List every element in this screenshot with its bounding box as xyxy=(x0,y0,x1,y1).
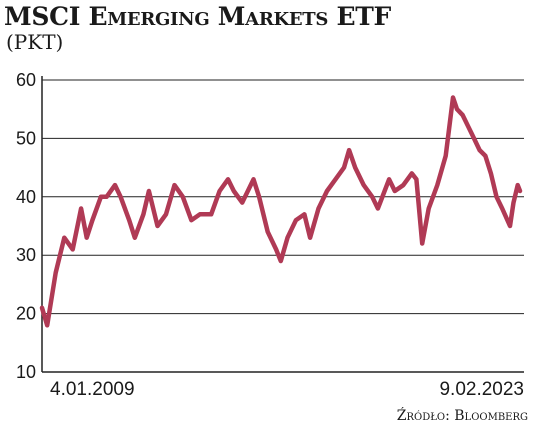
y-tick-label-30: 30 xyxy=(16,245,36,265)
chart-title: MSCI Emerging Markets ETF xyxy=(4,2,391,31)
x-start-date-label: 4.01.2009 xyxy=(50,379,135,400)
series-line xyxy=(39,95,523,328)
gridlines xyxy=(42,79,524,315)
y-axis-ticks: 10 20 30 40 50 60 xyxy=(16,70,36,382)
y-tick-label-50: 50 xyxy=(16,128,36,148)
x-end-date-label: 9.02.2023 xyxy=(439,379,524,400)
chart-subtitle: (PKT) xyxy=(6,30,64,54)
source-note: Źródło: Bloomberg xyxy=(396,408,528,424)
y-tick-label-20: 20 xyxy=(16,304,36,324)
y-tick-label-40: 40 xyxy=(16,187,36,207)
y-tick-label-60: 60 xyxy=(16,70,36,90)
y-tick-label-10: 10 xyxy=(16,362,36,382)
